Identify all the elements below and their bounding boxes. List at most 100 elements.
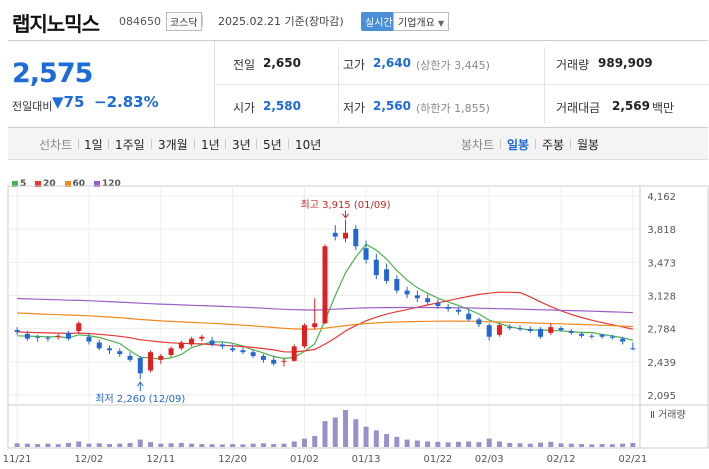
candle-body bbox=[599, 334, 605, 337]
volume-bar bbox=[230, 444, 236, 447]
tab-line-chart[interactable]: 선차트 bbox=[39, 138, 73, 152]
divider bbox=[535, 139, 536, 149]
open-value: 2,580 bbox=[263, 99, 301, 113]
tab-period-1d[interactable]: 1일 bbox=[84, 138, 103, 152]
legend-label: 120 bbox=[101, 179, 121, 189]
market-badge: 코스닥 bbox=[166, 12, 202, 31]
volume-bar bbox=[106, 444, 112, 447]
candle-body bbox=[106, 348, 112, 351]
tab-period-3m[interactable]: 3개월 bbox=[158, 138, 188, 152]
candle-body bbox=[579, 333, 585, 336]
candle-body bbox=[476, 319, 482, 325]
volume-bar bbox=[55, 444, 61, 447]
change-label: 전일대비 bbox=[12, 100, 53, 113]
divider bbox=[194, 139, 195, 149]
volume-bar bbox=[322, 421, 328, 447]
candle-body bbox=[445, 306, 451, 309]
stock-title: 랩지노믹스 bbox=[12, 12, 100, 36]
candle-body bbox=[538, 329, 544, 337]
candle-body bbox=[527, 329, 533, 331]
candle-body bbox=[425, 298, 431, 303]
y-tick-label: 3,818 bbox=[647, 225, 676, 236]
y-tick-label: 2,095 bbox=[647, 391, 676, 402]
candle-body bbox=[250, 352, 256, 357]
candle-body bbox=[548, 327, 554, 333]
candle-body bbox=[24, 333, 30, 339]
low-label: 저가 bbox=[343, 101, 366, 115]
company-overview-dropdown[interactable]: 기업개요 ▼ bbox=[393, 12, 450, 31]
volume-bar bbox=[558, 443, 564, 447]
candle-body bbox=[96, 342, 102, 349]
volume-bar bbox=[548, 441, 554, 447]
candle-body bbox=[558, 328, 564, 331]
candle-body bbox=[14, 330, 20, 332]
volume-label: 거래량 bbox=[556, 58, 590, 72]
volume-bar bbox=[527, 443, 533, 447]
y-tick-label: 2,439 bbox=[647, 358, 676, 369]
min-arrow-icon bbox=[136, 381, 144, 392]
tab-period-1y[interactable]: 1년 bbox=[201, 138, 220, 152]
legend-label: 5 bbox=[20, 179, 27, 189]
legend-ma20: 20 bbox=[35, 179, 56, 189]
volume-bar bbox=[271, 444, 277, 447]
candle-body bbox=[630, 348, 636, 350]
volume-bar bbox=[158, 443, 164, 447]
volume-bar bbox=[579, 444, 585, 447]
candle-body bbox=[199, 336, 205, 339]
volume-bar bbox=[425, 441, 431, 447]
trade-value: 2,569 bbox=[612, 99, 650, 113]
candle-body bbox=[486, 325, 492, 337]
volume-bar bbox=[199, 444, 205, 447]
candle-body bbox=[507, 327, 513, 329]
candle-body bbox=[404, 290, 410, 295]
volume-bar bbox=[599, 444, 605, 447]
volume-bar bbox=[517, 443, 523, 447]
volume-bar bbox=[14, 443, 20, 447]
candle-body bbox=[414, 295, 420, 299]
volume-bar bbox=[86, 443, 92, 447]
candle-body bbox=[137, 357, 143, 374]
volume-bar bbox=[609, 444, 615, 447]
open-label: 시가 bbox=[233, 101, 256, 115]
volume-bar bbox=[127, 442, 133, 447]
tab-weekly[interactable]: 주봉 bbox=[542, 138, 565, 152]
chart-tabs: 선차트 1일 1주일 3개월 1년 3년 5년 10년 봉차트 일봉 주봉 월봉 bbox=[8, 128, 708, 160]
legend-swatch bbox=[64, 180, 71, 187]
upper-limit: (상한가 3,445) bbox=[416, 59, 490, 72]
change-percent: −2.83% bbox=[94, 93, 159, 111]
candle-body bbox=[219, 344, 225, 347]
volume-bar bbox=[281, 443, 287, 447]
tab-period-10y[interactable]: 10년 bbox=[295, 138, 322, 152]
tab-period-3y[interactable]: 3년 bbox=[232, 138, 251, 152]
volume-bar bbox=[148, 442, 154, 447]
candle-body bbox=[322, 246, 328, 324]
tab-monthly[interactable]: 월봉 bbox=[577, 138, 600, 152]
trade-value-unit: 백만 bbox=[652, 101, 675, 115]
volume-bar bbox=[117, 443, 123, 447]
x-tick-label: 02/21 bbox=[618, 454, 647, 465]
candle-body bbox=[240, 350, 246, 353]
candle-body bbox=[466, 313, 472, 320]
candle-body bbox=[86, 336, 92, 342]
candle-body bbox=[281, 360, 287, 362]
down-triangle-icon: ▼ bbox=[52, 93, 64, 111]
volume-bar bbox=[209, 444, 215, 447]
tab-period-5y[interactable]: 5년 bbox=[263, 138, 282, 152]
realtime-button[interactable]: 실시간 bbox=[361, 12, 397, 31]
x-tick-label: 12/11 bbox=[146, 454, 175, 465]
high-label: 고가 bbox=[343, 58, 366, 72]
tab-period-1w[interactable]: 1주일 bbox=[115, 138, 145, 152]
divider bbox=[570, 139, 571, 149]
header: 랩지노믹스 084650 코스닥 2025.02.21 기준(장마감) 실시간 … bbox=[0, 0, 709, 40]
min-annotation: 최저 2,260 (12/09) bbox=[95, 393, 185, 405]
divider bbox=[78, 139, 79, 149]
tab-daily[interactable]: 일봉 bbox=[507, 138, 530, 152]
volume-bar bbox=[168, 443, 174, 447]
tab-candle-chart[interactable]: 봉차트 bbox=[461, 138, 495, 152]
divider bbox=[544, 47, 545, 123]
candle-body bbox=[45, 337, 51, 339]
x-tick-label: 01/22 bbox=[423, 454, 452, 465]
candle-body bbox=[373, 259, 379, 276]
candle-body bbox=[609, 336, 615, 338]
